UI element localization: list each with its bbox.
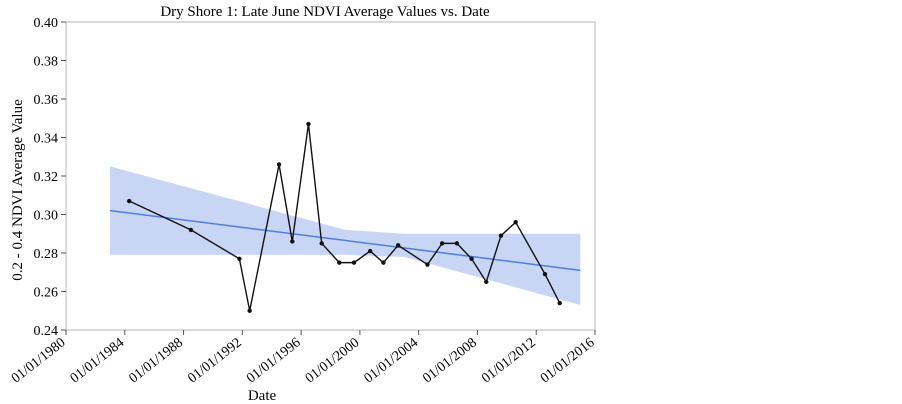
data-point: [498, 233, 504, 238]
data-point: [276, 162, 282, 167]
y-tick-label: 0.38: [34, 55, 59, 70]
data-point: [319, 241, 324, 246]
data-point: [290, 239, 295, 244]
data-point: [484, 279, 489, 285]
data-point: [381, 260, 386, 265]
data-point: [513, 220, 518, 225]
data-point: [367, 248, 373, 254]
x-tick-label: 01/01/2004: [362, 335, 421, 386]
data-point: [425, 262, 430, 267]
x-tick-label: 01/01/1992: [185, 335, 244, 386]
data-point: [469, 256, 474, 261]
y-axis-label: 0.2 - 0.4 NDVI Average Value: [10, 99, 26, 281]
data-point: [247, 308, 252, 313]
confidence-band: [110, 166, 581, 305]
y-tick-label: 0.24: [34, 324, 59, 339]
plot-area: 0.24 0.26 0.28 0.30 0.32 0.34 0.36 0.38 0.40 01/0…: [9, 16, 597, 386]
y-tick-label: 0.28: [34, 247, 59, 262]
data-point: [454, 241, 460, 246]
data-point: [439, 241, 445, 246]
y-tick-label: 0.40: [34, 16, 59, 31]
x-tick-label: 01/01/2012: [479, 335, 538, 386]
y-tick-label: 0.26: [34, 286, 59, 301]
data-point: [542, 271, 548, 277]
data-point: [188, 227, 194, 233]
x-tick-label: 01/01/2008: [420, 335, 479, 386]
data-point: [237, 256, 242, 261]
x-tick-label: 01/01/1988: [127, 335, 186, 386]
x-tick-label: 01/01/1996: [244, 335, 303, 386]
x-tick-label: 01/01/1984: [68, 335, 127, 386]
data-point: [337, 260, 342, 265]
chart-title: Dry Shore 1: Late June NDVI Average Valu…: [160, 4, 490, 20]
data-point: [351, 260, 357, 265]
data-point: [557, 300, 562, 306]
x-tick-label: 01/01/1980: [9, 335, 68, 386]
y-tick-label: 0.34: [34, 132, 59, 147]
data-point: [306, 121, 311, 127]
x-axis-label: Date: [248, 388, 277, 404]
data-point: [126, 198, 132, 204]
y-tick-label: 0.30: [34, 209, 59, 224]
series-line-1: [128, 123, 561, 311]
y-tick-label: 0.32: [34, 170, 59, 185]
data-point: [395, 243, 401, 248]
fit-line: [109, 209, 581, 272]
y-tick-label: 0.36: [34, 93, 59, 108]
x-tick-label: 01/01/2016: [538, 335, 597, 386]
x-tick-label: 01/01/2000: [303, 335, 362, 386]
